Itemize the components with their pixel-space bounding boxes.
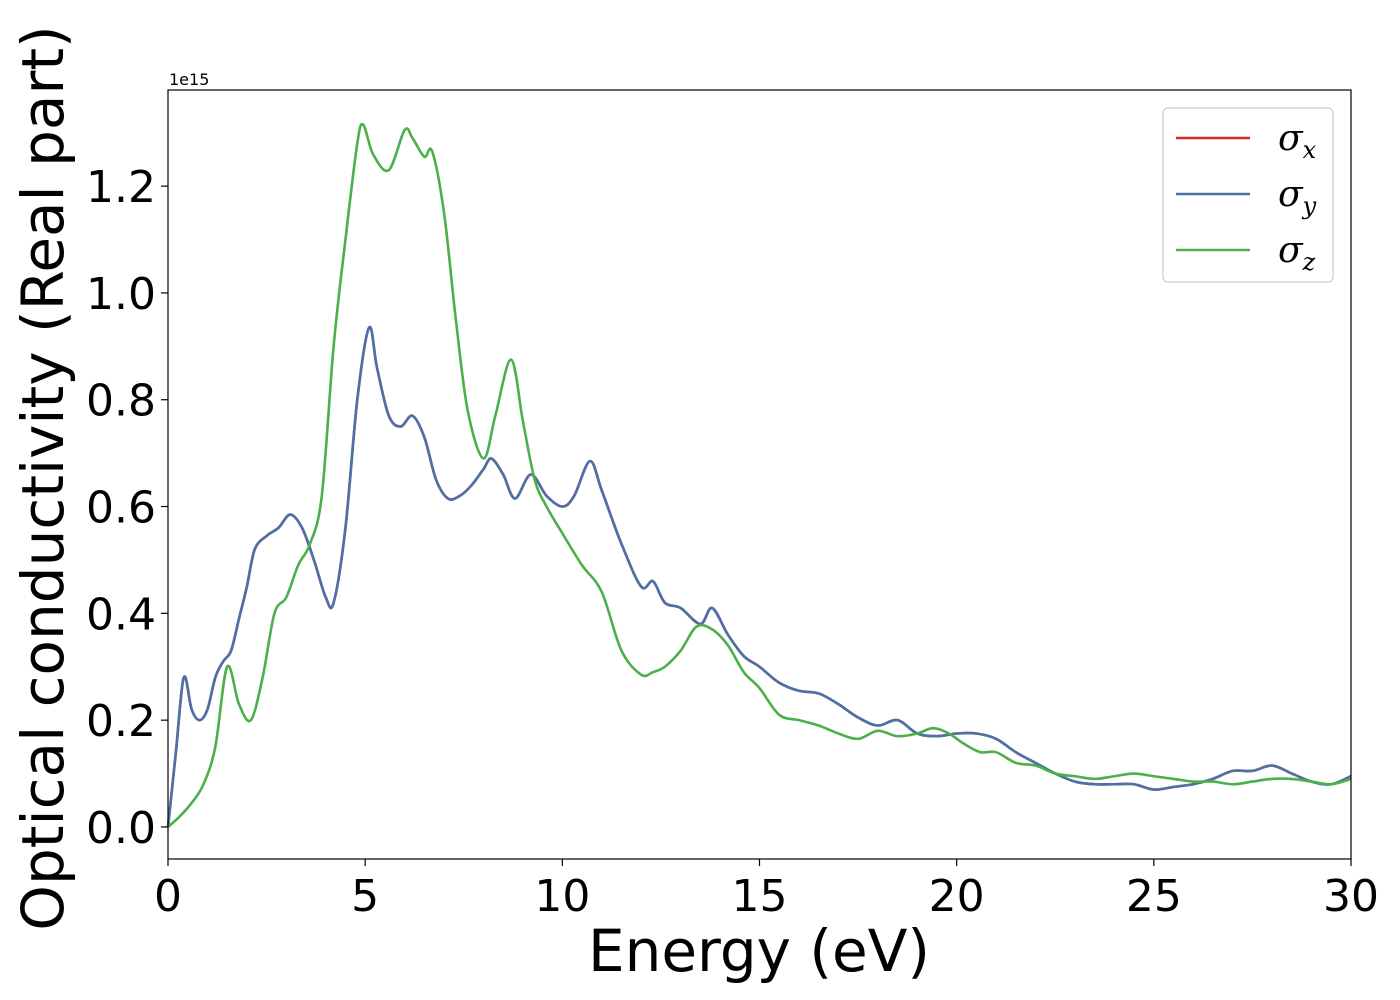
series-line-z — [167, 122, 1352, 828]
legend: σx σy σz — [1162, 107, 1334, 283]
x-tick-label: 0 — [154, 871, 182, 922]
series-layer — [166, 122, 1352, 828]
y-tick-label: 0.6 — [86, 483, 156, 534]
x-tick-label: 15 — [732, 871, 788, 922]
legend-label-z: σz — [1278, 230, 1316, 276]
legend-label-y: σy — [1278, 174, 1317, 220]
y-tick-label: 0.4 — [86, 589, 156, 640]
series-line-y — [166, 325, 1352, 828]
y-tick-label: 0.2 — [86, 696, 156, 747]
y-axis-title: Optical conductivity (Real part) — [9, 25, 77, 930]
x-axis-title: Energy (eV) — [588, 917, 930, 985]
y-offset-label: 1e15 — [169, 70, 209, 89]
x-axis: 0 5 10 15 20 25 30 — [154, 859, 1379, 922]
x-tick-label: 30 — [1323, 871, 1379, 922]
legend-label-x: σx — [1278, 118, 1317, 164]
y-tick-label: 0.8 — [86, 376, 156, 427]
x-tick-label: 25 — [1126, 871, 1182, 922]
x-tick-label: 20 — [929, 871, 985, 922]
x-tick-label: 5 — [351, 871, 379, 922]
y-tick-label: 0.0 — [86, 803, 156, 854]
y-axis: 0.0 0.2 0.4 0.6 0.8 1.0 1.2 — [86, 162, 168, 854]
y-tick-label: 1.2 — [86, 162, 156, 213]
y-tick-label: 1.0 — [86, 269, 156, 320]
x-tick-label: 10 — [534, 871, 590, 922]
